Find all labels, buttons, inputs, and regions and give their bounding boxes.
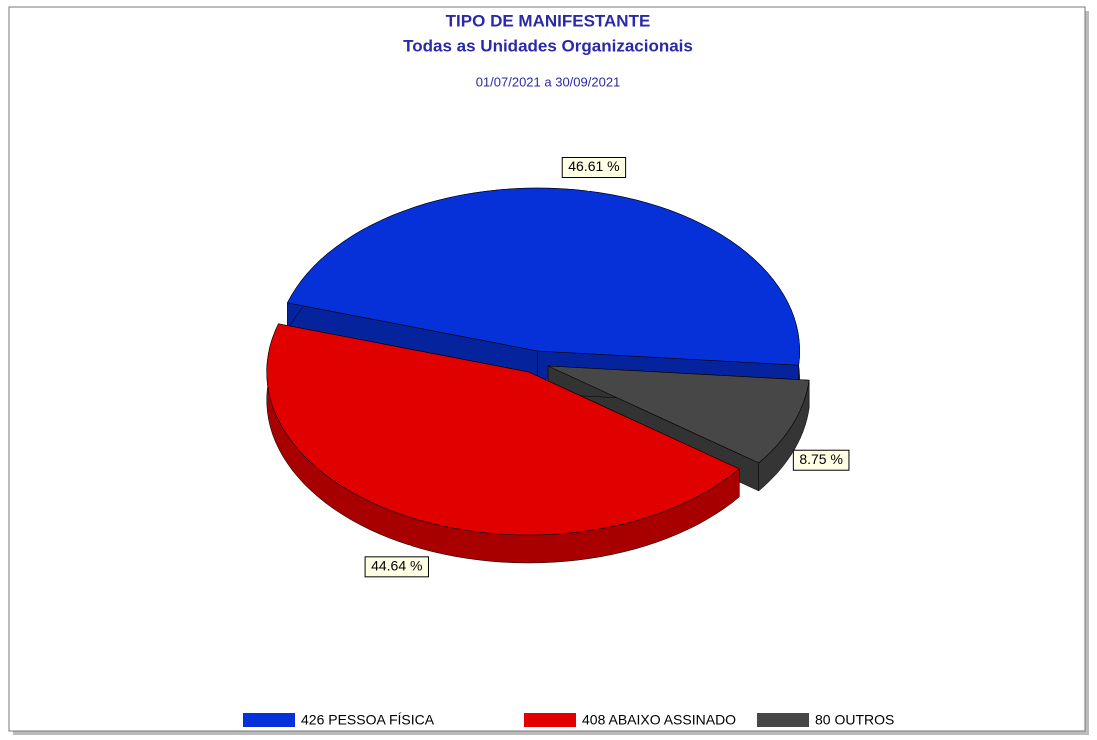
legend-swatch bbox=[757, 713, 809, 727]
chart-subtitle: Todas as Unidades Organizacionais bbox=[403, 36, 693, 55]
slice bbox=[547, 365, 810, 464]
legend-label: 426 PESSOA FÍSICA bbox=[301, 712, 435, 728]
legend-swatch bbox=[243, 713, 295, 727]
value-label-text: 44.64 % bbox=[371, 558, 422, 574]
chart-title: TIPO DE MANIFESTANTE bbox=[446, 11, 651, 30]
value-label-text: 46.61 % bbox=[568, 158, 619, 174]
legend-swatch bbox=[524, 713, 576, 727]
value-label: 44.64 % bbox=[364, 556, 429, 578]
value-label: 8.75 % bbox=[792, 449, 850, 471]
value-label-box bbox=[561, 157, 627, 179]
chart-period: 01/07/2021 a 30/09/2021 bbox=[476, 74, 621, 89]
value-label-text: 8.75 % bbox=[799, 451, 843, 467]
value-label: 46.61 % bbox=[561, 157, 627, 179]
legend-label: 80 OUTROS bbox=[815, 712, 894, 728]
value-label-box bbox=[792, 449, 850, 471]
legend-label: 408 ABAIXO ASSINADO bbox=[582, 712, 736, 728]
value-label-box bbox=[364, 556, 429, 578]
slice bbox=[286, 187, 801, 366]
slice bbox=[266, 323, 740, 536]
